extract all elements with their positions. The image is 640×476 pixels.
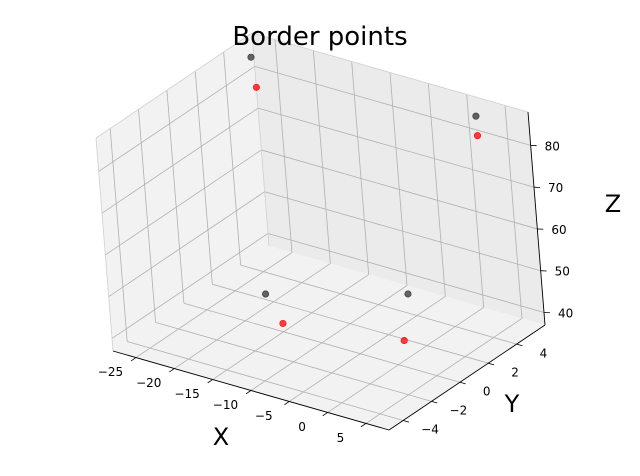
grid-line-z xyxy=(98,66,255,172)
pane-edge xyxy=(251,32,270,247)
grid-line-z xyxy=(101,107,259,214)
data-points xyxy=(247,53,481,344)
pane-edge xyxy=(95,137,114,352)
grid-line-y xyxy=(166,90,185,304)
x-tick-label: 5 xyxy=(337,431,345,445)
grid-line-y xyxy=(127,341,404,421)
grid-line-y xyxy=(223,52,242,266)
grid-line-x xyxy=(504,105,523,319)
grid-line-z xyxy=(108,191,265,298)
x-axis-label: X xyxy=(213,423,229,451)
y-axis-label: Y xyxy=(504,390,520,418)
x-tick-label: −5 xyxy=(255,409,273,423)
grid-line-y xyxy=(109,128,128,342)
y-tick-label: −2 xyxy=(450,404,468,418)
y-tick-label: 0 xyxy=(483,385,491,399)
x-tick xyxy=(360,423,367,428)
grid-line-y xyxy=(194,71,213,285)
grid-line-x xyxy=(466,94,485,308)
x-tick xyxy=(207,379,213,384)
x-tick-label: −25 xyxy=(98,365,123,379)
grid-line-x xyxy=(427,83,446,297)
grid-line-x xyxy=(274,39,293,253)
grid-line-x xyxy=(289,296,446,402)
z-axis-label: Z xyxy=(605,190,621,218)
grid-line-x xyxy=(250,285,408,391)
y-tick xyxy=(516,343,523,347)
grid-line-z xyxy=(264,191,541,272)
grid-line-x xyxy=(174,263,331,369)
z-tick-label: 40 xyxy=(558,306,573,320)
x-tick-label: −15 xyxy=(174,387,199,401)
grid-line-y xyxy=(240,264,517,345)
y-tick xyxy=(403,420,410,423)
left-pane xyxy=(96,33,269,351)
x-tick-label: −10 xyxy=(213,398,238,412)
data-point-dark xyxy=(404,290,412,298)
pane-edge xyxy=(95,32,253,139)
grid-lines xyxy=(98,39,545,424)
x-tick xyxy=(245,390,252,395)
grid-line-x xyxy=(365,318,523,424)
y-tick xyxy=(488,362,495,366)
y-tick xyxy=(459,381,466,385)
grid-line-x xyxy=(135,252,293,358)
z-tick-label: 80 xyxy=(545,139,560,153)
grid-line-z xyxy=(254,66,531,146)
grid-line-z xyxy=(257,107,535,188)
data-point-dark xyxy=(247,53,255,61)
grid-line-y xyxy=(155,321,432,402)
y-tick-label: −4 xyxy=(421,423,439,437)
grid-line-y xyxy=(183,302,461,383)
data-point-red xyxy=(252,83,260,91)
grid-line-x xyxy=(351,61,370,275)
grid-line-x xyxy=(389,72,408,286)
z-tick-label: 60 xyxy=(551,223,566,237)
x-tick-label: 0 xyxy=(298,420,306,434)
data-point-dark xyxy=(472,112,480,120)
data-point-dark xyxy=(262,290,270,298)
z-axis-line xyxy=(527,111,546,326)
data-point-red xyxy=(400,336,408,344)
grid-line-z xyxy=(105,149,262,256)
y-tick xyxy=(431,400,438,404)
data-point-red xyxy=(473,132,481,140)
grid-line-z xyxy=(111,233,269,339)
x-tick-label: −20 xyxy=(136,376,161,390)
x-tick xyxy=(169,368,175,373)
grid-line-z xyxy=(261,149,538,230)
y-tick-label: 4 xyxy=(540,346,548,360)
y-tick-label: 2 xyxy=(511,365,519,379)
data-point-red xyxy=(279,319,287,327)
grid-line-x xyxy=(312,50,331,264)
pane-edge xyxy=(251,32,529,113)
grid-line-y xyxy=(138,109,156,323)
grid-line-y xyxy=(212,283,489,364)
grid-line-x xyxy=(327,307,484,413)
z-tick-label: 50 xyxy=(555,265,570,279)
grid-line-z xyxy=(267,233,545,313)
chart-title: Border points xyxy=(232,22,407,52)
x-tick xyxy=(130,357,137,362)
x-tick xyxy=(284,401,290,406)
y-axis-line xyxy=(388,324,546,431)
grid-line-x xyxy=(212,274,369,380)
x-tick xyxy=(322,412,328,417)
z-tick-label: 70 xyxy=(548,181,563,195)
axis-panes xyxy=(96,33,545,430)
